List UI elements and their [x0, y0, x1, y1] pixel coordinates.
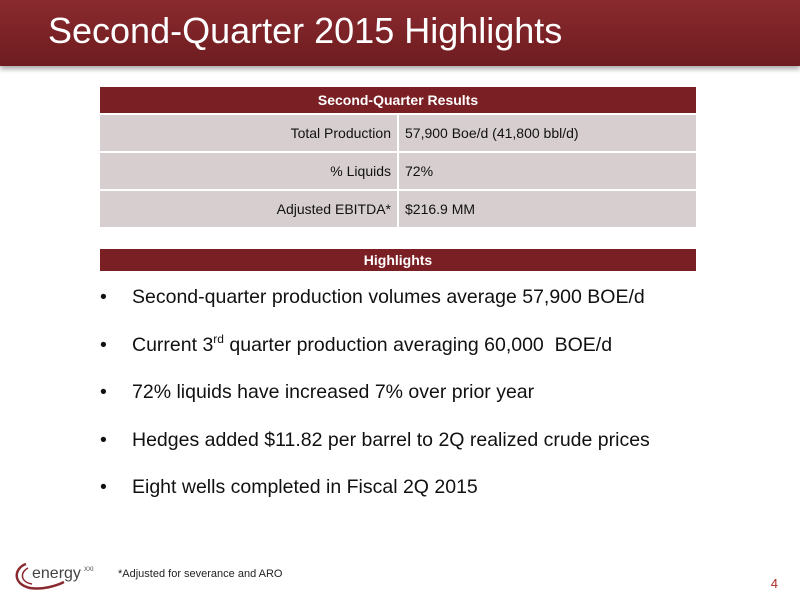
results-table-header-row: Second-Quarter Results: [100, 87, 696, 114]
bullet-text-start: Current 3: [132, 333, 214, 356]
logo-swoosh: [15, 562, 65, 590]
logo-superscript: XXI: [84, 567, 94, 573]
bullet-icon: •: [100, 476, 107, 498]
results-table: Second-Quarter Results Total Production …: [100, 87, 696, 227]
list-item: • 72% liquids have increased 7% over pri…: [100, 377, 750, 425]
title-bar: Second-Quarter 2015 Highlights: [0, 0, 800, 66]
bullet-text: 72% liquids have increased 7% over prior…: [132, 381, 535, 403]
logo-swoosh-inner: [21, 567, 33, 585]
list-item: • Eight wells completed in Fiscal 2Q 201…: [100, 472, 750, 520]
page-number: 4: [770, 576, 778, 591]
highlights-list: • Second-quarter production volumes aver…: [100, 282, 750, 520]
ordinal-superscript: rd: [213, 331, 224, 346]
bullet-icon: •: [100, 333, 107, 356]
table-row: Adjusted EBITDA* $216.9 MM: [100, 189, 696, 227]
row-value-total-production: 57,900 Boe/d (41,800 bbl/d): [398, 113, 696, 152]
row-value-liquids: 72%: [398, 151, 696, 190]
slide-title: Second-Quarter 2015 Highlights: [48, 10, 563, 51]
row-label-adjusted-ebitda: Adjusted EBITDA*: [100, 189, 399, 227]
row-label-liquids: % Liquids: [100, 151, 399, 190]
bullet-text: Second-quarter production volumes averag…: [132, 286, 645, 308]
bullet-text: Hedges added $11.82 per barrel to 2Q rea…: [132, 428, 650, 451]
logo-wordmark: energy: [32, 565, 81, 582]
row-label-total-production: Total Production: [100, 113, 399, 152]
list-item: • Current 3rd quarter production averagi…: [100, 330, 750, 378]
bullet-text: Current 3rd quarter production averaging…: [132, 331, 613, 356]
list-item: • Second-quarter production volumes aver…: [100, 282, 750, 330]
bullet-text-end: quarter production averaging 60,000 BOE/…: [223, 333, 613, 356]
bullet-text: Eight wells completed in Fiscal 2Q 2015: [132, 476, 478, 498]
energy-xxi-logo: energy XXI: [15, 562, 94, 590]
bullet-icon: •: [100, 286, 107, 308]
results-table-header: Second-Quarter Results: [100, 87, 696, 114]
row-value-adjusted-ebitda: $216.9 MM: [398, 189, 696, 227]
highlights-header: Highlights: [100, 249, 696, 271]
table-row: Total Production 57,900 Boe/d (41,800 bb…: [100, 113, 696, 152]
table-row: % Liquids 72%: [100, 151, 696, 190]
footnote: *Adjusted for severance and ARO: [118, 568, 283, 580]
list-item: • Hedges added $11.82 per barrel to 2Q r…: [100, 425, 750, 473]
bullet-icon: •: [100, 381, 107, 403]
bullet-icon: •: [100, 428, 107, 451]
